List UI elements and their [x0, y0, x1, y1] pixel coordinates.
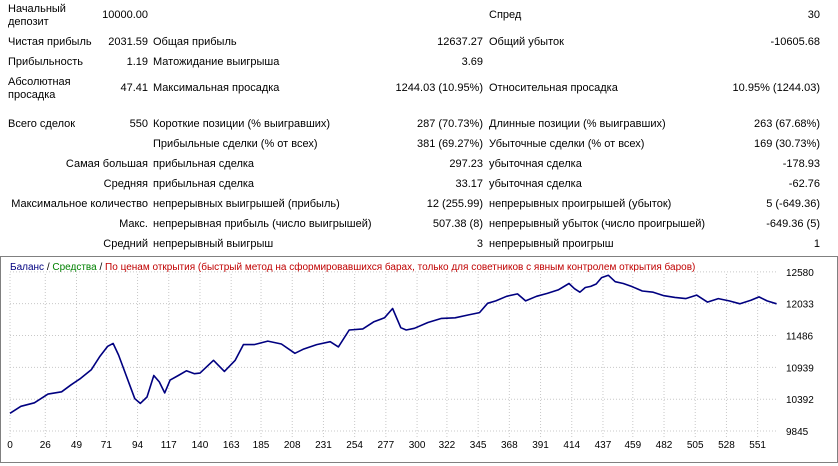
x-tick-label: 163: [223, 440, 240, 451]
x-tick-label: 300: [409, 440, 426, 451]
x-tick-label: 254: [346, 440, 363, 451]
average-loss-value: -62.76: [788, 178, 820, 190]
relative-drawdown-value: 10.95% (1244.03): [732, 82, 820, 94]
x-tick-label: 94: [132, 440, 144, 451]
x-tick-label: 391: [532, 440, 549, 451]
maximal-wins-label: непрерывная прибыль (число выигрышей): [153, 218, 372, 230]
y-tick-label: 10939: [786, 363, 814, 374]
x-tick-label: 505: [687, 440, 704, 451]
short-positions-value: 287 (70.73%): [416, 118, 483, 130]
x-tick-label: 26: [40, 440, 52, 451]
net-profit-value: 2031.59: [108, 36, 148, 48]
largest-profit-label: прибыльная сделка: [153, 158, 255, 170]
x-tick-label: 71: [101, 440, 113, 451]
gross-loss-value: -10605.68: [770, 36, 820, 48]
x-tick-label: 368: [501, 440, 518, 451]
legend-separator: /: [97, 262, 105, 273]
short-positions-label: Короткие позиции (% выигравших): [153, 118, 331, 130]
x-tick-label: 551: [749, 440, 766, 451]
spread-label: Спред: [489, 9, 522, 21]
loss-trades-value: 169 (30.73%): [753, 138, 820, 150]
y-tick-label: 9845: [786, 427, 809, 438]
maximal-losses-value: -649.36 (5): [766, 218, 820, 230]
long-positions-label: Длинные позиции (% выигравших): [489, 118, 666, 130]
avg-consecutive-losses-label: непрерывный проигрыш: [489, 238, 614, 250]
profit-factor-label: Прибыльность: [8, 56, 83, 68]
profit-factor-value: 1.19: [126, 56, 148, 68]
initial-deposit-value: 10000.00: [102, 9, 148, 21]
x-tick-label: 140: [192, 440, 209, 451]
maximal-wins-value: 507.38 (8): [432, 218, 483, 230]
maximal-drawdown-value: 1244.03 (10.95%): [395, 82, 483, 94]
x-tick-label: 185: [253, 440, 270, 451]
chart-frame: [0, 256, 838, 463]
average-profit-value: 33.17: [455, 178, 483, 190]
maximal-label: Макс.: [119, 218, 148, 230]
avg-consecutive-wins-value: 3: [476, 238, 483, 250]
average-loss-label: убыточная сделка: [489, 178, 582, 190]
profit-trades-value: 381 (69.27%): [416, 138, 483, 150]
total-trades-label: Всего сделок: [8, 118, 76, 130]
spread-value: 30: [807, 9, 820, 21]
absolute-drawdown-label: Абсолютная просадка: [8, 76, 71, 101]
x-tick-label: 437: [595, 440, 612, 451]
balance-chart-svg: Баланс / Средства / По ценам открытия (б…: [0, 256, 838, 463]
avg-consecutive-losses-value: 1: [813, 238, 820, 250]
x-tick-label: 459: [624, 440, 641, 451]
maximum-wins-label: непрерывных выигрышей (прибыль): [153, 198, 340, 210]
x-tick-label: 414: [563, 440, 580, 451]
x-tick-label: 345: [470, 440, 487, 451]
maximal-losses-label: непрерывный убыток (число проигрышей): [489, 218, 706, 230]
y-tick-label: 12033: [786, 300, 814, 311]
x-tick-label: 208: [284, 440, 301, 451]
loss-trades-label: Убыточные сделки (% от всех): [489, 138, 645, 150]
maximum-wins-value: 12 (255.99): [426, 198, 483, 210]
x-tick-label: 482: [656, 440, 673, 451]
balance-line: [9, 274, 777, 414]
maximum-label: Максимальное количество: [11, 198, 148, 210]
total-trades-value: 550: [129, 118, 148, 130]
maximum-losses-value: 5 (-649.36): [766, 198, 820, 210]
chart-legend: Баланс / Средства / По ценам открытия (б…: [10, 261, 695, 273]
x-tick-label: 322: [439, 440, 456, 451]
expected-payoff-value: 3.69: [461, 56, 483, 68]
y-tick-label: 10392: [786, 395, 814, 406]
gross-loss-label: Общий убыток: [489, 36, 564, 48]
relative-drawdown-label: Относительная просадка: [489, 82, 618, 94]
maximum-losses-label: непрерывных проигрышей (убыток): [489, 198, 672, 210]
expected-payoff-label: Матожидание выигрыша: [153, 56, 280, 68]
legend-balance: Баланс: [10, 262, 44, 273]
x-tick-label: 0: [7, 440, 13, 451]
x-tick-label: 528: [718, 440, 735, 451]
x-tick-label: 231: [315, 440, 332, 451]
x-tick-label: 117: [161, 440, 177, 451]
average-label: Средняя: [103, 178, 148, 190]
legend-equity: Средства: [52, 262, 97, 273]
largest-loss-label: убыточная сделка: [489, 158, 582, 170]
y-tick-label: 12580: [786, 268, 814, 279]
long-positions-value: 263 (67.68%): [753, 118, 820, 130]
average-profit-label: прибыльная сделка: [153, 178, 255, 190]
avg-consecutive-wins-label: непрерывный выигрыш: [153, 238, 274, 250]
absolute-drawdown-value: 47.41: [120, 82, 148, 94]
y-tick-label: 11486: [786, 332, 814, 343]
profit-trades-label: Прибыльные сделки (% от всех): [153, 138, 318, 150]
gross-profit-label: Общая прибыль: [153, 36, 237, 48]
balance-chart: Баланс / Средства / По ценам открытия (б…: [0, 256, 838, 463]
largest-label: Самая большая: [65, 158, 148, 170]
x-tick-label: 49: [71, 440, 83, 451]
legend-model: По ценам открытия (быстрый метод на сфор…: [105, 261, 695, 273]
net-profit-label: Чистая прибыль: [8, 36, 92, 48]
largest-profit-value: 297.23: [449, 158, 483, 170]
x-tick-label: 277: [378, 440, 395, 451]
avg-consecutive-label: Средний: [103, 238, 148, 250]
legend-separator: /: [44, 262, 52, 273]
initial-deposit-label: Начальный депозит: [8, 3, 66, 28]
gross-profit-value: 12637.27: [437, 36, 483, 48]
largest-loss-value: -178.93: [782, 158, 820, 170]
maximal-drawdown-label: Максимальная просадка: [153, 82, 280, 94]
